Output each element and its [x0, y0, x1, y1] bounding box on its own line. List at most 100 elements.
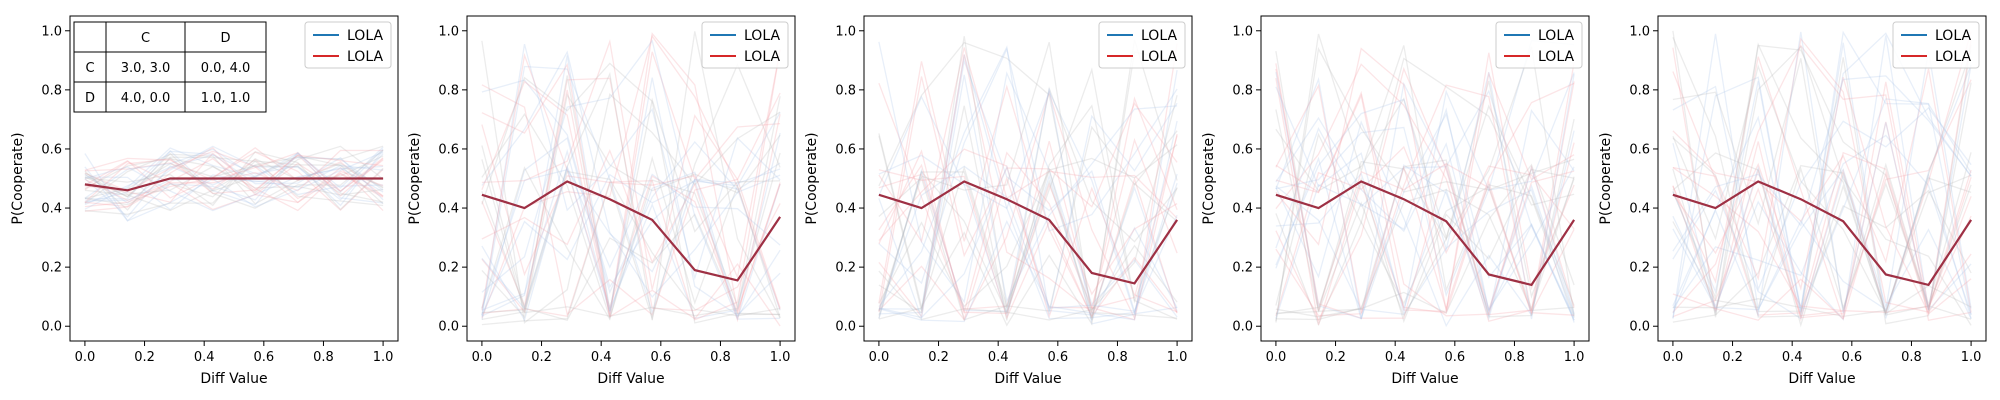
run-trace [1275, 81, 1575, 320]
run-trace [1672, 79, 1972, 318]
run-trace [481, 49, 781, 280]
series-line-1 [1275, 180, 1576, 287]
run-trace [1275, 168, 1575, 324]
run-trace [1672, 39, 1972, 316]
run-trace [84, 164, 384, 218]
run-trace [878, 148, 1178, 319]
run-trace [84, 148, 384, 222]
run-trace [481, 39, 781, 320]
run-trace [1672, 30, 1972, 318]
run-trace [1672, 45, 1972, 326]
run-trace [1672, 31, 1972, 322]
run-trace [481, 77, 781, 317]
run-trace [1672, 75, 1972, 252]
x-tick-label: 0.0 [472, 350, 493, 365]
run-traces [1672, 30, 1972, 328]
run-trace [84, 154, 384, 212]
run-trace [84, 151, 384, 208]
run-trace [84, 149, 384, 209]
run-trace [84, 165, 384, 196]
run-trace [1672, 30, 1972, 314]
y-tick-label: 0.0 [1232, 320, 1253, 335]
run-trace [1275, 62, 1575, 319]
x-axis-label: Diff Value [1788, 371, 1855, 387]
run-trace [481, 62, 781, 324]
run-trace [481, 112, 781, 316]
run-trace [878, 88, 1178, 325]
legend-label: LOLA [744, 49, 780, 65]
run-trace [878, 169, 1178, 320]
legend-label: LOLA [1141, 28, 1177, 44]
legend-label: LOLA [1538, 28, 1574, 44]
run-trace [481, 40, 781, 324]
y-tick-label: 0.4 [41, 202, 62, 217]
run-trace [1672, 134, 1972, 315]
x-tick-label: 0.8 [313, 350, 334, 365]
x-tick-label: 0.6 [1444, 350, 1465, 365]
run-trace [878, 133, 1178, 322]
run-trace [84, 154, 384, 203]
x-tick-label: 1.0 [373, 350, 394, 365]
run-trace [481, 75, 781, 314]
run-trace [1275, 52, 1575, 313]
run-trace [1672, 37, 1972, 313]
y-tick-label: 0.0 [438, 320, 459, 335]
run-trace [878, 86, 1178, 321]
x-axis-label: Diff Value [994, 371, 1061, 387]
series-line-1 [481, 180, 782, 282]
run-trace [878, 165, 1178, 316]
run-trace [481, 43, 781, 316]
y-tick-label: 0.8 [835, 83, 856, 98]
run-trace [84, 152, 384, 192]
run-trace [878, 47, 1178, 243]
run-trace [1275, 47, 1575, 311]
run-trace [878, 41, 1178, 318]
x-tick-label: 0.0 [75, 350, 96, 365]
y-tick-label: 0.8 [41, 83, 62, 98]
x-tick-label: 0.6 [650, 350, 671, 365]
legend-label: LOLA [1935, 28, 1971, 44]
run-trace [1275, 176, 1575, 327]
run-trace [84, 155, 384, 205]
run-trace [878, 61, 1178, 318]
run-trace [1275, 109, 1575, 318]
x-tick-label: 0.2 [928, 350, 949, 365]
run-trace [878, 165, 1178, 319]
y-tick-label: 0.2 [1232, 261, 1253, 276]
run-trace [1672, 64, 1972, 315]
run-trace [481, 84, 781, 316]
run-trace [1672, 42, 1972, 319]
run-trace [84, 146, 384, 206]
x-axis-label: Diff Value [200, 371, 267, 387]
legend-label: LOLA [347, 49, 383, 65]
run-trace [481, 166, 781, 319]
run-trace [878, 39, 1178, 327]
chart-panel-2: 0.0 0.2 0.4 0.6 0.8 1.0 0.0 0.2 0.4 0.6 0.8 1.0 Diff… [407, 15, 796, 387]
axes-frame [863, 15, 1193, 342]
run-trace [878, 125, 1178, 321]
run-traces [1275, 33, 1575, 328]
run-trace [1275, 50, 1575, 311]
run-trace [1672, 152, 1972, 328]
x-tick-label: 0.8 [710, 350, 731, 365]
y-tick-label: 0.2 [438, 261, 459, 276]
run-trace [481, 51, 781, 318]
x-tick-label: 0.4 [1385, 350, 1406, 365]
run-trace [878, 67, 1178, 319]
run-trace [1275, 97, 1575, 318]
run-trace [84, 160, 384, 212]
run-trace [481, 32, 781, 316]
axes-frame [466, 15, 796, 342]
y-tick-label: 1.0 [438, 24, 459, 39]
axes-frame [1260, 15, 1590, 342]
y-tick-label: 0.4 [438, 202, 459, 217]
y-axis-label: P(Cooperate) [10, 132, 26, 224]
legend: LOLA LOLA [304, 21, 392, 69]
run-trace [1275, 90, 1575, 317]
y-axis-label: P(Cooperate) [1598, 132, 1614, 224]
y-tick-label: 0.6 [41, 142, 62, 157]
run-trace [84, 146, 384, 208]
run-trace [878, 58, 1178, 315]
run-trace [1672, 47, 1972, 319]
y-tick-label: 1.0 [1629, 24, 1650, 39]
